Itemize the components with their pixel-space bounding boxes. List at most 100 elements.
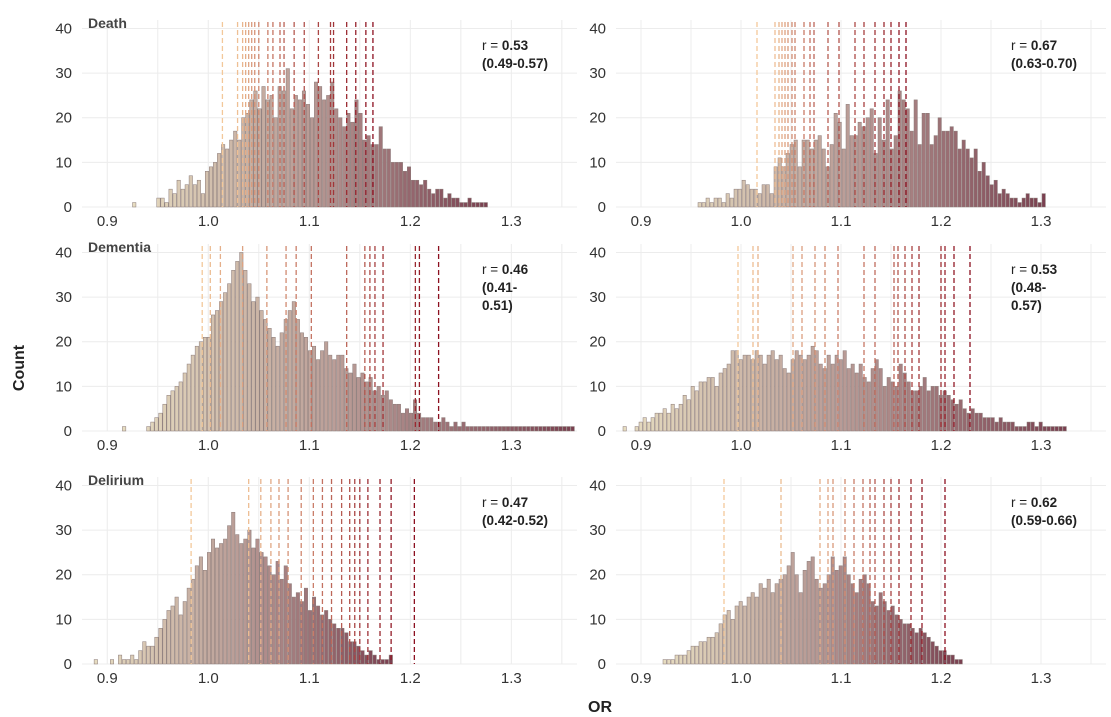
histogram-bar — [350, 121, 355, 208]
histogram-bar — [694, 645, 699, 665]
histogram-bar — [869, 108, 874, 208]
histogram-bar — [154, 636, 159, 665]
histogram-bar — [463, 202, 468, 208]
histogram-bar — [473, 426, 478, 432]
histogram-bar — [253, 90, 258, 208]
histogram-bar — [730, 619, 735, 665]
histogram-bar — [221, 144, 226, 208]
histogram-bar — [287, 310, 292, 432]
histogram-bar — [233, 130, 238, 208]
histogram-bar — [1042, 426, 1047, 432]
histogram-bar — [340, 354, 345, 432]
y-tick-label: 0 — [64, 423, 72, 440]
histogram-panel-4: 0 10 20 30 40 0.9 1.0 1.1 1.2 1.3 r = 0.53 (0.48- 0.… — [589, 244, 1106, 454]
histogram-bar — [990, 417, 995, 432]
x-tick-label: 0.9 — [631, 670, 652, 687]
histogram-bar — [227, 525, 232, 665]
histogram-bar — [877, 117, 882, 208]
confidence-interval-annotation: (0.59-0.66) — [1011, 513, 1077, 528]
correlation-annotation: r = 0.53 — [1011, 262, 1058, 277]
histogram-bar — [326, 95, 331, 208]
histogram-bar — [690, 645, 695, 665]
histogram-bar — [166, 395, 171, 432]
histogram-bar — [874, 359, 879, 432]
histogram-bar — [997, 193, 1002, 208]
histogram-bar — [281, 90, 286, 208]
histogram-bar — [384, 659, 389, 665]
histogram-bar — [998, 417, 1003, 432]
panel-grid: 0 10 20 30 40 0.9 1.0 1.1 1.2 1.3 Death r = 0.53 (0.… — [55, 15, 1106, 687]
histogram-bar — [360, 372, 365, 432]
histogram-bar — [765, 184, 770, 208]
correlation-annotation: r = 0.47 — [482, 495, 528, 510]
histogram-bar — [933, 135, 938, 208]
histogram-bar — [146, 645, 151, 665]
histogram-bar — [761, 184, 766, 208]
histogram-panel-2: 0 10 20 30 40 0.9 1.0 1.1 1.2 1.3 r = 0.67 (0.63-0.… — [589, 20, 1106, 230]
histogram-bar — [451, 197, 456, 208]
histogram-bar — [348, 641, 353, 665]
histogram-bar — [1001, 188, 1006, 208]
histogram-bar — [267, 328, 272, 432]
histogram-bar — [797, 166, 802, 208]
histogram-bar — [833, 113, 838, 208]
histogram-bar — [469, 426, 474, 432]
histogram-bar — [642, 417, 647, 432]
histogram-bar — [986, 417, 991, 432]
histogram-bar — [878, 592, 883, 665]
histogram-bar — [285, 68, 290, 208]
histogram-bar — [322, 99, 327, 208]
histogram-bar — [622, 426, 627, 432]
histogram-bar — [166, 610, 171, 665]
histogram-bar — [1014, 426, 1019, 432]
histogram-bar — [219, 543, 224, 665]
histogram-bar — [702, 641, 707, 665]
histogram-bar — [295, 592, 300, 665]
histogram-bar — [229, 139, 234, 208]
histogram-bar — [906, 623, 911, 665]
histogram-bar — [138, 650, 143, 665]
histogram-bar — [190, 578, 195, 665]
histogram-bar — [344, 632, 349, 665]
y-tick-label: 30 — [55, 65, 72, 82]
histogram-bar — [718, 372, 723, 432]
histogram-bar — [670, 403, 675, 432]
histogram-bar — [194, 565, 199, 665]
histogram-bar — [150, 421, 155, 432]
histogram-bar — [538, 426, 543, 432]
histogram-bar — [461, 421, 466, 432]
histogram-bar — [953, 130, 958, 208]
histogram-bar — [974, 412, 979, 432]
x-tick-label: 1.1 — [831, 437, 852, 454]
histogram-bar — [993, 179, 998, 208]
histogram-bar — [750, 592, 755, 665]
histogram-bar — [257, 108, 262, 208]
histogram-bar — [192, 184, 197, 208]
x-tick-label: 1.3 — [501, 670, 522, 687]
y-tick-label: 20 — [55, 110, 72, 127]
y-tick-label: 10 — [55, 154, 72, 171]
histogram-bar — [415, 179, 420, 208]
histogram-bar — [774, 359, 779, 432]
y-tick-label: 0 — [598, 423, 606, 440]
histogram-bar — [918, 628, 923, 665]
histogram-bar — [1041, 193, 1046, 208]
histogram-bar — [634, 426, 639, 432]
histogram-bar — [182, 601, 187, 665]
histogram-bar — [394, 162, 399, 208]
histogram-bar — [174, 386, 179, 432]
histogram-bar — [769, 193, 774, 208]
histogram-bar — [338, 117, 343, 208]
histogram-bar — [970, 408, 975, 432]
histogram-bar — [110, 659, 114, 665]
histogram-bar — [542, 426, 547, 432]
histogram-bar — [889, 148, 894, 208]
histogram-bar — [441, 417, 446, 432]
histogram-bar — [770, 350, 775, 432]
histogram-bar — [388, 399, 393, 432]
histogram-bar — [766, 354, 771, 432]
histogram-bar — [213, 162, 218, 208]
histogram-bar — [910, 628, 915, 665]
histogram-bar — [838, 359, 843, 432]
histogram-bar — [423, 179, 428, 208]
